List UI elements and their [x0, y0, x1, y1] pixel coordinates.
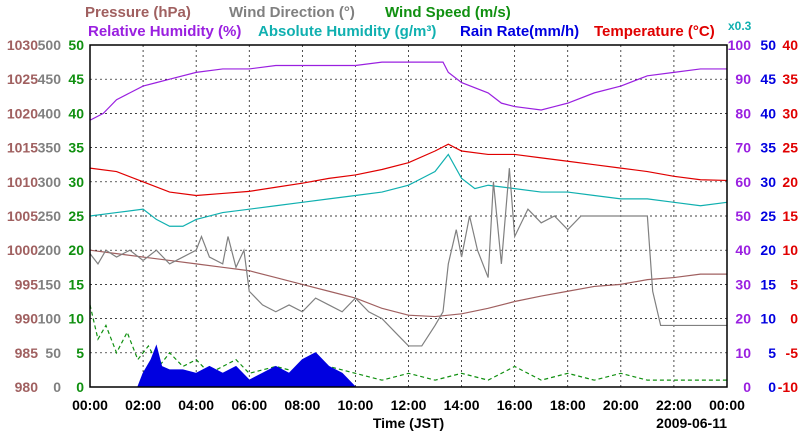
series-pressure: [89, 249, 727, 318]
relative_humidity-tick-label: 0: [743, 379, 751, 395]
series-absolute-humidity-x: [89, 153, 728, 227]
pressure-tick-label: 980: [15, 379, 39, 395]
relative_humidity-tick-label: 20: [735, 311, 751, 327]
temperature-tick-label: 30: [782, 105, 798, 121]
temperature-tick-label: 20: [782, 174, 798, 190]
temperature-tick-label: 5: [790, 276, 798, 292]
relative_humidity-tick-label: 50: [735, 208, 751, 224]
wind_direction-tick-label: 450: [38, 71, 62, 87]
pressure-tick-label: 1010: [7, 174, 38, 190]
rain_rate-tick-label: 10: [760, 311, 776, 327]
rain_rate-tick-label: 35: [760, 140, 776, 156]
temperature-tick-label: -5: [786, 345, 799, 361]
rain_rate-tick-label: 25: [760, 208, 776, 224]
plot-frame: [89, 44, 728, 388]
wind_speed-tick-label: 35: [68, 140, 84, 156]
wind_speed-tick-label: 20: [68, 242, 84, 258]
legend-entry: Wind Speed (m/s): [385, 4, 511, 21]
relative_humidity-tick-label: 80: [735, 105, 751, 121]
rain_rate-tick-label: 45: [760, 71, 776, 87]
rain_rate-tick-label: 15: [760, 276, 776, 292]
relative_humidity-tick-label: 90: [735, 71, 751, 87]
relative_humidity-tick-label: 30: [735, 276, 751, 292]
wind_speed-tick-label: 10: [68, 311, 84, 327]
x-axis-label: Time (JST): [373, 415, 444, 431]
legend-entry: Rain Rate(mm/h): [460, 23, 579, 40]
series-rain-rate: [137, 344, 357, 388]
wind_direction-tick-label: 150: [38, 276, 62, 292]
x-tick-label: 00:00: [709, 397, 745, 413]
rain_rate-tick-label: 50: [760, 37, 776, 53]
temperature-tick-label: 40: [782, 37, 798, 53]
temperature-tick-label: 25: [782, 140, 798, 156]
wind_direction-tick-label: 100: [38, 311, 62, 327]
pressure-tick-label: 1005: [7, 208, 38, 224]
wind_speed-tick-label: 25: [68, 208, 84, 224]
wind_direction-tick-label: 50: [45, 345, 61, 361]
pressure-tick-label: 995: [15, 276, 39, 292]
temperature-tick-label: 15: [782, 208, 798, 224]
rain_rate-tick-label: 5: [768, 345, 776, 361]
rain_rate-tick-label: 30: [760, 174, 776, 190]
x-tick-label: 16:00: [497, 397, 533, 413]
x-tick-label: 22:00: [656, 397, 692, 413]
relative_humidity-tick-label: 10: [735, 345, 751, 361]
temperature-tick-label: 10: [782, 242, 798, 258]
legend-entry: Wind Direction (°): [229, 4, 355, 21]
legend-scale-note: x0.3: [728, 19, 752, 33]
wind_speed-tick-label: 30: [68, 174, 84, 190]
wind_direction-tick-label: 300: [38, 174, 62, 190]
date-label: 2009-06-11: [656, 415, 727, 431]
series-wind-direction: [89, 168, 727, 347]
wind_speed-tick-label: 0: [76, 379, 84, 395]
wind_speed-tick-label: 40: [68, 105, 84, 121]
pressure-tick-label: 985: [15, 345, 39, 361]
wind_speed-tick-label: 45: [68, 71, 84, 87]
temperature-tick-label: -10: [778, 379, 798, 395]
relative_humidity-tick-label: 100: [728, 37, 752, 53]
pressure-tick-label: 1000: [7, 242, 38, 258]
x-tick-label: 18:00: [550, 397, 586, 413]
wind_direction-tick-label: 350: [38, 140, 62, 156]
series-relative-humidity: [89, 61, 727, 121]
x-tick-label: 04:00: [178, 397, 214, 413]
x-tick-label: 06:00: [231, 397, 267, 413]
x-tick-label: 02:00: [125, 397, 161, 413]
wind_speed-tick-label: 15: [68, 276, 84, 292]
temperature-tick-label: 35: [782, 71, 798, 87]
x-tick-label: 08:00: [284, 397, 320, 413]
pressure-tick-label: 990: [15, 311, 39, 327]
wind_speed-tick-label: 5: [76, 345, 84, 361]
wind_direction-tick-label: 0: [53, 379, 61, 395]
wind_direction-tick-label: 500: [38, 37, 62, 53]
legend-entry: Relative Humidity (%): [88, 23, 241, 40]
rain_rate-tick-label: 40: [760, 105, 776, 121]
wind_speed-tick-label: 50: [68, 37, 84, 53]
wind_direction-tick-label: 400: [38, 105, 62, 121]
wind_direction-tick-label: 250: [38, 208, 62, 224]
pressure-tick-label: 1025: [7, 71, 38, 87]
rain_rate-tick-label: 0: [768, 379, 776, 395]
relative_humidity-tick-label: 70: [735, 140, 751, 156]
pressure-tick-label: 1015: [7, 140, 38, 156]
relative_humidity-tick-label: 60: [735, 174, 751, 190]
relative_humidity-tick-label: 40: [735, 242, 751, 258]
x-tick-label: 00:00: [72, 397, 108, 413]
rain_rate-tick-label: 20: [760, 242, 776, 258]
legend-entry: Pressure (hPa): [85, 4, 191, 21]
wind_direction-tick-label: 200: [38, 242, 62, 258]
x-tick-label: 12:00: [391, 397, 427, 413]
x-tick-label: 20:00: [603, 397, 639, 413]
pressure-tick-label: 1030: [7, 37, 38, 53]
temperature-tick-label: 0: [790, 311, 798, 327]
legend-entry: Absolute Humidity (g/m³): [258, 23, 436, 40]
series-wind-speed: [89, 304, 727, 381]
pressure-tick-label: 1020: [7, 105, 38, 121]
series-temperature: [89, 143, 728, 197]
legend-entry: Temperature (°C): [594, 23, 715, 40]
x-tick-label: 10:00: [338, 397, 374, 413]
x-tick-label: 14:00: [444, 397, 480, 413]
